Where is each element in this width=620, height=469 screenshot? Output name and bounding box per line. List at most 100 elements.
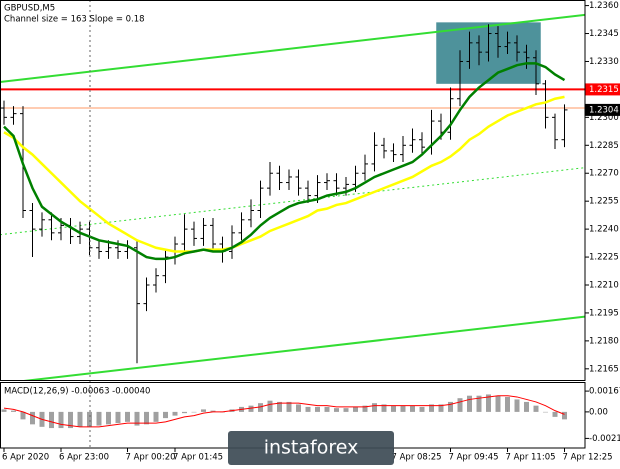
macd-bar — [11, 410, 16, 412]
x-tick-label: 6 Apr 2020 — [2, 453, 49, 463]
macd-bar — [324, 406, 330, 412]
watermark-text: instaforex — [264, 437, 359, 459]
price-tag-label: 1.2304 — [589, 105, 619, 115]
macd-bar — [153, 411, 159, 422]
y-tick-label: 1.2210 — [589, 281, 619, 291]
macd-bar — [410, 405, 415, 412]
macd-bar — [505, 396, 510, 412]
macd-bar — [438, 404, 444, 412]
macd-bar — [372, 403, 377, 412]
macd-bar — [334, 408, 339, 412]
macd-bar — [448, 401, 453, 412]
macd-bar — [49, 411, 54, 429]
macd-bar — [182, 411, 187, 414]
chart-title: GBPUSD,M5 — [4, 4, 55, 14]
level-tag-label: 1.2315 — [589, 85, 619, 95]
x-tick-label: 7 Apr 00:20 — [126, 453, 176, 463]
trend-line — [0, 13, 585, 83]
macd-bar — [429, 404, 434, 412]
macd-bar — [552, 411, 558, 417]
x-tick-label: 7 Apr 09:45 — [449, 453, 499, 463]
price-frame — [0, 0, 586, 381]
macd-bar — [163, 411, 168, 419]
macd-bar — [381, 404, 387, 412]
y-tick-label: 0.00167 — [589, 387, 620, 397]
y-tick-label: 1.2180 — [589, 336, 619, 346]
macd-bar — [248, 405, 254, 412]
y-tick-label: 1.2360 — [589, 1, 619, 11]
x-tick-label: 6 Apr 23:00 — [59, 453, 109, 463]
level-tag — [585, 83, 620, 96]
macd-bar — [296, 404, 301, 412]
macd-bar — [134, 411, 140, 426]
macd-bar — [315, 406, 320, 412]
macd-bar — [210, 410, 216, 412]
macd-bar — [58, 411, 64, 429]
macd-bar — [457, 398, 463, 412]
y-tick-label: 1.2345 — [589, 29, 619, 39]
moving-average — [3, 62, 566, 261]
watermark-bg — [228, 431, 394, 465]
price-tag — [585, 103, 620, 116]
macd-bar — [305, 406, 311, 412]
x-tick-label: 7 Apr 01:45 — [173, 453, 223, 463]
macd-bar — [400, 405, 406, 412]
macd-bar — [286, 401, 292, 412]
macd-bar — [96, 411, 102, 426]
macd-bar — [77, 411, 83, 427]
x-tick-label: 7 Apr 11:05 — [506, 453, 556, 463]
macd-bar — [30, 411, 35, 425]
macd-bar — [419, 406, 425, 412]
macd-bar — [258, 403, 263, 412]
watermark: instaforex — [228, 431, 394, 465]
macd-signal — [3, 395, 565, 428]
trend-line — [0, 167, 585, 236]
y-tick-label: 1.2270 — [589, 169, 619, 179]
moving-average — [3, 95, 565, 253]
macd-bar — [562, 411, 567, 420]
macd-bar — [68, 411, 73, 429]
x-tick-label: 7 Apr 08:25 — [392, 453, 442, 463]
macd-bar — [267, 400, 273, 412]
macd-bar — [467, 395, 472, 412]
y-tick-label: 1.2285 — [589, 141, 619, 151]
y-tick-label: 1.2225 — [589, 253, 619, 263]
macd-bar — [486, 394, 491, 412]
macd-bar — [362, 405, 368, 412]
x-tick-label: 7 Apr 12:25 — [563, 453, 613, 463]
y-tick-label: 1.2300 — [589, 113, 619, 123]
y-tick-label: 1.2195 — [589, 308, 619, 318]
macd-bar — [125, 411, 130, 422]
macd-bar — [353, 406, 358, 412]
y-tick-label: 1.2240 — [589, 225, 619, 235]
macd-bar — [524, 401, 529, 412]
price-panel — [0, 13, 585, 380]
macd-bar — [20, 411, 26, 420]
macd-bar — [106, 411, 111, 425]
macd-bar — [115, 411, 121, 424]
macd-bar — [476, 395, 482, 412]
macd-bar — [533, 405, 539, 412]
macd-bar — [87, 411, 92, 427]
chart-subtitle: Channel size = 163 Slope = 0.18 — [4, 15, 145, 25]
macd-bar — [191, 411, 197, 413]
macd-bar — [1, 409, 7, 412]
macd-bar — [172, 411, 178, 416]
macd-bar — [343, 408, 349, 412]
macd-bar — [495, 395, 501, 412]
y-tick-label: 1.2330 — [589, 57, 619, 67]
macd-bar — [144, 411, 149, 425]
y-tick-label: 1.2255 — [589, 197, 619, 207]
trend-line — [23, 315, 585, 380]
macd-title: MACD(12,26,9) -0.00063 -0.00040 — [4, 387, 150, 397]
macd-panel — [1, 394, 567, 429]
macd-bar — [514, 399, 520, 412]
macd-bar — [543, 411, 548, 413]
macd-bar — [391, 405, 396, 412]
macd-bar — [201, 409, 206, 412]
y-tick-label: 0.00 — [589, 407, 608, 417]
macd-bar — [277, 401, 282, 412]
y-tick-label: 1.2165 — [589, 364, 619, 374]
